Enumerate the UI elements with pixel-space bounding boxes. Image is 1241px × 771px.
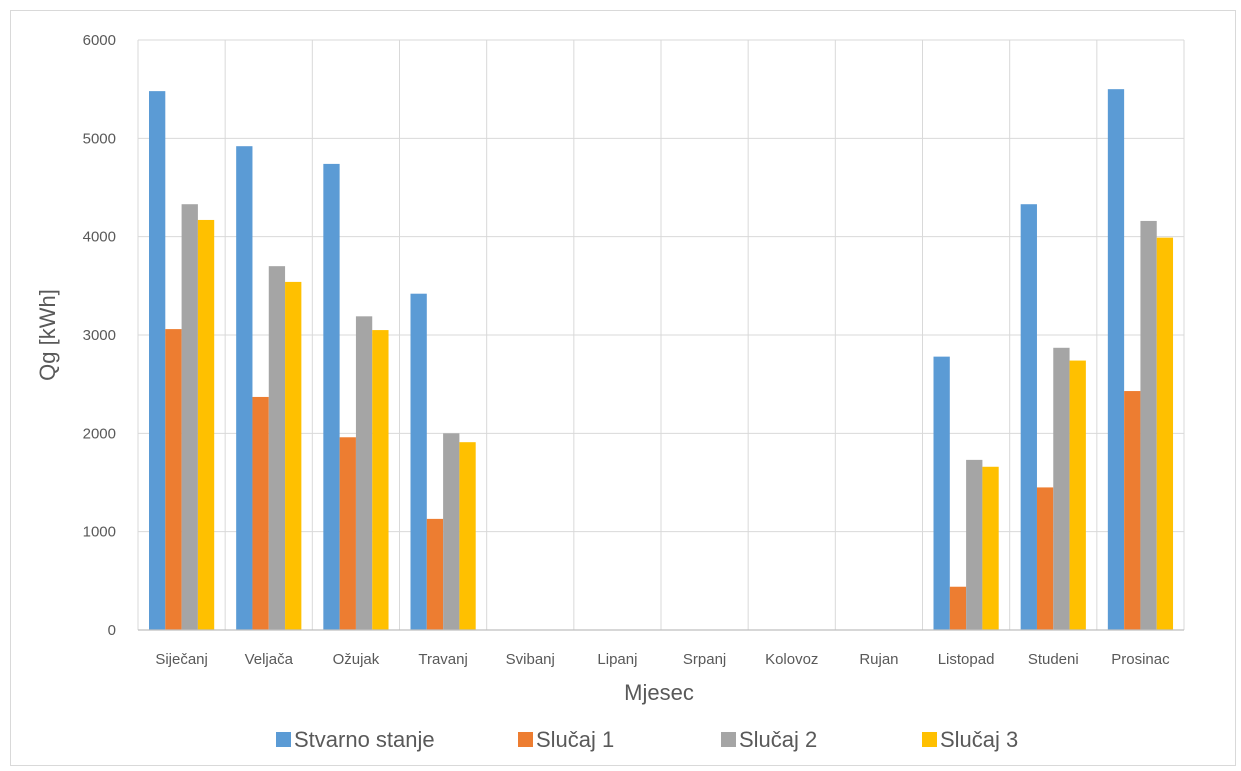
bar-stvarno-stanje-2 [323, 163, 340, 630]
bar-slu-aj-2-11 [1140, 220, 1157, 630]
y-axis-title: Qg [kWh] [35, 289, 60, 381]
bar-slu-aj-2-9 [966, 459, 983, 630]
bar-slu-aj-3-2 [372, 330, 389, 630]
bar-slu-aj-3-3 [459, 442, 476, 630]
bar-slu-aj-1-0 [165, 329, 182, 630]
x-tick-label: Rujan [859, 651, 898, 668]
y-tick-label: 2000 [83, 425, 116, 442]
bar-slu-aj-1-11 [1124, 391, 1141, 630]
x-tick-label: Veljača [245, 651, 294, 668]
legend-label: Slučaj 2 [739, 727, 817, 752]
x-tick-label: Svibanj [506, 651, 555, 668]
bar-slu-aj-1-3 [426, 518, 444, 630]
legend-swatch [922, 732, 937, 747]
bar-slu-aj-3-9 [982, 466, 999, 630]
x-tick-label: Lipanj [597, 651, 637, 668]
y-tick-label: 4000 [83, 229, 116, 246]
bar-stvarno-stanje-3 [410, 293, 427, 630]
x-axis-title: Mjesec [624, 680, 694, 705]
bar-stvarno-stanje-10 [1020, 204, 1037, 630]
bar-slu-aj-3-11 [1156, 237, 1174, 630]
y-tick-label: 0 [108, 622, 116, 639]
bar-slu-aj-3-1 [285, 281, 302, 630]
bar-slu-aj-2-0 [181, 204, 198, 630]
bar-slu-aj-2-1 [268, 266, 286, 630]
bar-slu-aj-1-1 [252, 396, 269, 630]
x-tick-label: Kolovoz [765, 651, 818, 668]
legend-swatch [518, 732, 533, 747]
x-tick-label: Prosinac [1111, 651, 1170, 668]
y-tick-label: 6000 [83, 32, 116, 49]
legend: Stvarno stanje Slučaj 1 Slučaj 2 Slučaj 3 [276, 727, 1018, 752]
legend-label: Slučaj 3 [940, 727, 1018, 752]
legend-item: Slučaj 3 [922, 727, 1018, 752]
bar-slu-aj-1-9 [949, 586, 967, 630]
x-tick-label: Travanj [418, 651, 467, 668]
bar-stvarno-stanje-0 [149, 91, 166, 631]
x-tick-label: Srpanj [683, 651, 726, 668]
legend-label: Stvarno stanje [294, 727, 435, 752]
legend-swatch [721, 732, 736, 747]
legend-label: Slučaj 1 [536, 727, 614, 752]
y-tick-label: 1000 [83, 524, 116, 541]
bar-slu-aj-2-10 [1053, 347, 1070, 630]
legend-swatch [276, 732, 291, 747]
bars [149, 89, 1174, 631]
bar-stvarno-stanje-9 [933, 356, 950, 630]
gridlines [137, 39, 1185, 630]
bar-slu-aj-1-10 [1036, 487, 1054, 630]
chart-frame [10, 10, 1236, 766]
bar-stvarno-stanje-11 [1107, 89, 1125, 630]
legend-item: Slučaj 1 [518, 727, 614, 752]
y-tick-label: 5000 [83, 130, 116, 147]
bar-stvarno-stanje-1 [236, 146, 253, 630]
axes: 0 1000 2000 3000 4000 5000 6000 Siječanj Veljača… [83, 32, 1184, 668]
bar-slu-aj-3-10 [1069, 360, 1086, 630]
bar-slu-aj-2-2 [355, 316, 373, 630]
x-tick-label: Studeni [1028, 651, 1079, 668]
x-tick-label: Siječanj [155, 651, 208, 668]
bar-slu-aj-3-0 [197, 219, 215, 630]
x-tick-label: Ožujak [333, 651, 380, 668]
legend-item: Stvarno stanje [276, 727, 435, 752]
x-tick-label: Listopad [938, 651, 995, 668]
y-tick-label: 3000 [83, 327, 116, 344]
bar-slu-aj-1-2 [339, 437, 356, 630]
bar-slu-aj-2-3 [443, 433, 460, 630]
legend-item: Slučaj 2 [721, 727, 817, 752]
